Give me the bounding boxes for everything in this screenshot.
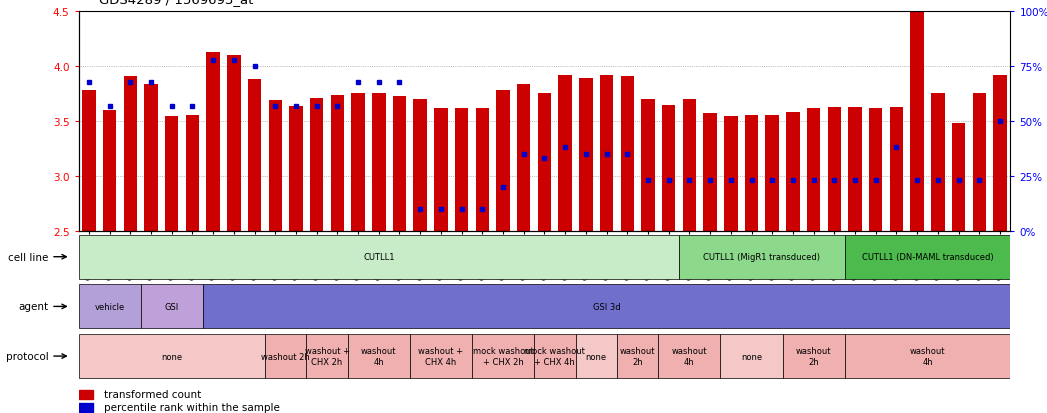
Bar xyxy=(206,53,220,231)
Text: washout
4h: washout 4h xyxy=(671,347,707,366)
Bar xyxy=(472,335,534,378)
Bar xyxy=(393,97,406,231)
Bar xyxy=(704,114,717,231)
Bar xyxy=(911,12,923,231)
Text: none: none xyxy=(585,352,607,361)
Bar xyxy=(538,93,551,231)
Bar xyxy=(659,335,720,378)
Text: GDS4289 / 1569693_at: GDS4289 / 1569693_at xyxy=(99,0,253,6)
Text: none: none xyxy=(161,352,182,361)
Bar xyxy=(725,116,737,231)
Bar xyxy=(952,124,965,231)
Bar xyxy=(144,85,158,231)
Bar xyxy=(454,109,468,231)
Bar xyxy=(786,113,800,231)
Text: mock washout
+ CHX 4h: mock washout + CHX 4h xyxy=(525,347,585,366)
Bar xyxy=(409,335,472,378)
Text: washout
4h: washout 4h xyxy=(910,347,945,366)
Bar xyxy=(680,235,845,279)
Bar xyxy=(931,93,944,231)
Bar xyxy=(869,109,883,231)
Text: CUTLL1 (MigR1 transduced): CUTLL1 (MigR1 transduced) xyxy=(704,253,821,261)
Bar xyxy=(265,335,307,378)
Text: mock washout
+ CHX 2h: mock washout + CHX 2h xyxy=(472,347,534,366)
Text: washout
4h: washout 4h xyxy=(361,347,397,366)
Text: vehicle: vehicle xyxy=(94,302,125,311)
Bar xyxy=(641,100,654,231)
Text: cell line: cell line xyxy=(8,252,48,262)
Bar xyxy=(683,100,696,231)
Bar xyxy=(600,76,614,231)
Bar xyxy=(744,115,758,231)
Bar xyxy=(848,108,862,231)
Bar xyxy=(973,93,986,231)
Bar xyxy=(994,76,1007,231)
Text: washout 2h: washout 2h xyxy=(261,352,310,361)
Bar xyxy=(331,95,344,231)
Bar xyxy=(307,335,348,378)
Bar xyxy=(807,109,821,231)
Bar xyxy=(662,105,675,231)
Bar xyxy=(720,335,782,378)
Bar xyxy=(140,285,203,328)
Bar xyxy=(103,111,116,231)
Bar xyxy=(124,77,137,231)
Bar xyxy=(765,115,779,231)
Bar xyxy=(352,93,364,231)
Text: GSI 3d: GSI 3d xyxy=(593,302,621,311)
Bar xyxy=(289,107,303,231)
Text: washout +
CHX 4h: washout + CHX 4h xyxy=(419,347,464,366)
Bar xyxy=(475,109,489,231)
Bar xyxy=(79,403,93,412)
Bar xyxy=(617,335,659,378)
Bar xyxy=(517,85,531,231)
Bar xyxy=(185,115,199,231)
Text: CUTLL1: CUTLL1 xyxy=(363,253,395,261)
Text: washout +
CHX 2h: washout + CHX 2h xyxy=(305,347,350,366)
Text: washout
2h: washout 2h xyxy=(796,347,831,366)
Text: washout
2h: washout 2h xyxy=(620,347,655,366)
Bar xyxy=(435,109,448,231)
Bar xyxy=(782,335,845,378)
Text: percentile rank within the sample: percentile rank within the sample xyxy=(104,402,280,413)
Bar xyxy=(165,116,178,231)
Bar xyxy=(576,335,617,378)
Text: GSI: GSI xyxy=(164,302,179,311)
Bar xyxy=(79,390,93,399)
Bar xyxy=(558,76,572,231)
Bar xyxy=(414,100,427,231)
Bar xyxy=(268,101,282,231)
Text: CUTLL1 (DN-MAML transduced): CUTLL1 (DN-MAML transduced) xyxy=(862,253,994,261)
Bar xyxy=(579,79,593,231)
Text: none: none xyxy=(741,352,762,361)
Bar xyxy=(310,99,324,231)
Bar xyxy=(845,235,1010,279)
Bar xyxy=(827,108,841,231)
Bar xyxy=(248,80,262,231)
Bar xyxy=(203,285,1010,328)
Bar xyxy=(348,335,409,378)
Text: agent: agent xyxy=(19,301,48,312)
Bar xyxy=(372,93,385,231)
Bar xyxy=(845,335,1010,378)
Bar xyxy=(79,335,265,378)
Text: transformed count: transformed count xyxy=(104,389,201,399)
Bar xyxy=(496,91,510,231)
Bar xyxy=(227,56,241,231)
Bar xyxy=(79,235,680,279)
Text: protocol: protocol xyxy=(6,351,48,361)
Bar xyxy=(621,77,634,231)
Bar xyxy=(82,91,95,231)
Bar xyxy=(534,335,576,378)
Bar xyxy=(79,285,140,328)
Bar xyxy=(890,108,904,231)
